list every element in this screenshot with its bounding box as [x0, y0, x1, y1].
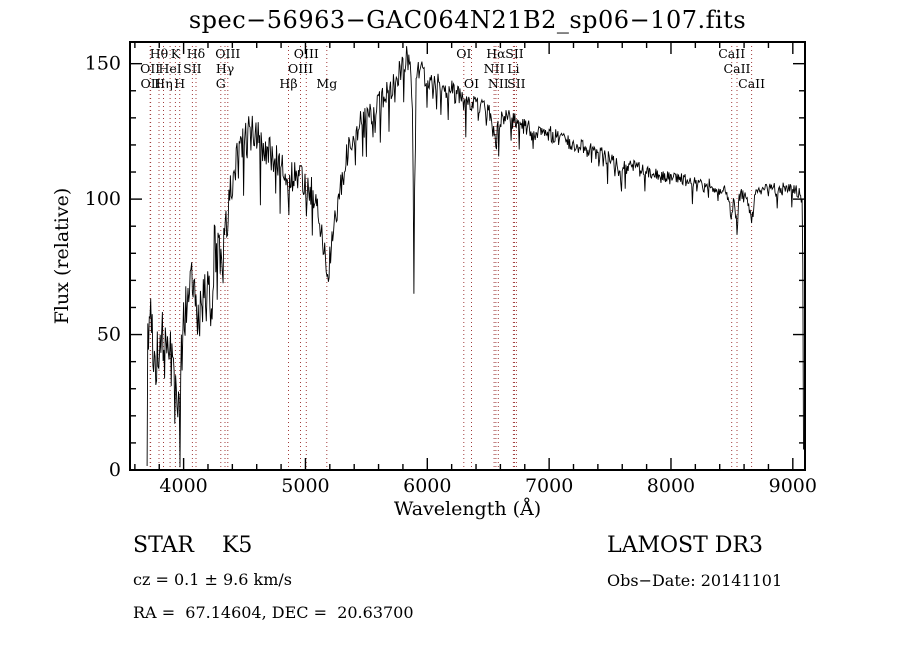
svg-text:OIII: OIII	[215, 46, 240, 61]
svg-text:OII: OII	[141, 76, 161, 91]
svg-text:K: K	[171, 46, 181, 61]
svg-text:Hθ: Hθ	[150, 46, 168, 61]
cz-velocity-text: cz = 0.1 ± 9.6 km/s	[133, 570, 292, 589]
svg-text:5000: 5000	[281, 475, 329, 497]
svg-text:Hβ: Hβ	[279, 76, 297, 91]
svg-text:Mg: Mg	[316, 76, 337, 91]
svg-text:OI: OI	[464, 76, 479, 91]
svg-text:Hη: Hη	[154, 76, 172, 91]
svg-text:Hα: Hα	[486, 46, 506, 61]
svg-text:G: G	[216, 76, 226, 91]
svg-text:50: 50	[97, 324, 121, 346]
svg-text:HeI: HeI	[158, 61, 181, 76]
svg-text:0: 0	[109, 459, 121, 481]
svg-text:CaII: CaII	[724, 61, 751, 76]
ra-dec-text: RA = 67.14604, DEC = 20.63700	[133, 603, 414, 622]
x-axis-label: Wavelength (Å)	[393, 498, 542, 520]
svg-text:OIII: OIII	[288, 61, 313, 76]
svg-text:8000: 8000	[647, 475, 695, 497]
svg-text:OII: OII	[140, 61, 160, 76]
svg-text:SII: SII	[183, 61, 202, 76]
svg-text:100: 100	[85, 188, 121, 210]
svg-text:H: H	[174, 76, 185, 91]
svg-text:SII: SII	[507, 76, 526, 91]
svg-text:CaII: CaII	[718, 46, 745, 61]
svg-text:SII: SII	[505, 46, 524, 61]
svg-text:Hδ: Hδ	[187, 46, 205, 61]
svg-text:7000: 7000	[525, 475, 573, 497]
plot-title: spec−56963−GAC064N21B2_sp06−107.fits	[188, 6, 747, 34]
svg-text:4000: 4000	[159, 475, 207, 497]
svg-text:CaII: CaII	[738, 76, 765, 91]
object-class-text: STAR K5	[133, 533, 253, 558]
svg-text:NII: NII	[484, 61, 505, 76]
svg-text:OI: OI	[456, 46, 471, 61]
svg-text:Li: Li	[507, 61, 519, 76]
svg-text:NII: NII	[488, 76, 509, 91]
svg-text:Hγ: Hγ	[216, 61, 234, 76]
svg-text:OIII: OIII	[294, 46, 319, 61]
y-axis-label: Flux (relative)	[51, 187, 73, 325]
svg-text:150: 150	[85, 53, 121, 75]
survey-release-text: LAMOST DR3	[607, 533, 763, 558]
obs-date-text: Obs−Date: 20141101	[607, 571, 783, 590]
svg-text:6000: 6000	[403, 475, 451, 497]
svg-text:9000: 9000	[769, 475, 817, 497]
